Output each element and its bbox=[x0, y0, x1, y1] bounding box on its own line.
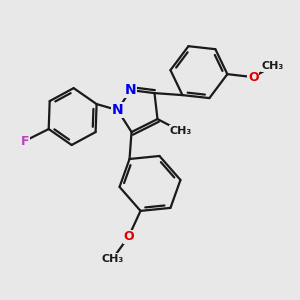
Text: CH₃: CH₃ bbox=[261, 61, 284, 71]
Text: O: O bbox=[123, 230, 134, 243]
Text: N: N bbox=[112, 103, 123, 117]
Text: CH₃: CH₃ bbox=[169, 126, 192, 136]
Text: CH₃: CH₃ bbox=[101, 254, 124, 264]
Text: O: O bbox=[248, 70, 259, 84]
Text: F: F bbox=[20, 134, 29, 148]
Text: N: N bbox=[125, 83, 136, 97]
